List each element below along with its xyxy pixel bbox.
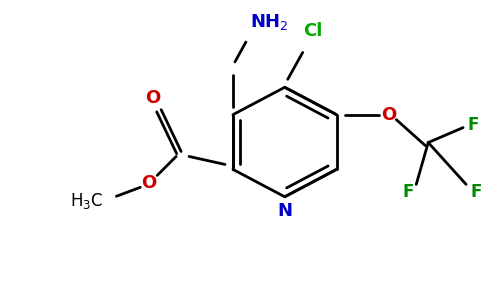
Text: H$_3$C: H$_3$C <box>70 191 103 211</box>
Text: F: F <box>403 183 414 201</box>
Text: O: O <box>142 174 157 192</box>
Text: O: O <box>381 106 396 124</box>
Text: O: O <box>146 89 161 107</box>
Text: NH$_2$: NH$_2$ <box>250 12 288 32</box>
Text: N: N <box>277 202 292 220</box>
Text: F: F <box>468 116 479 134</box>
Text: Cl: Cl <box>303 22 322 40</box>
Text: F: F <box>470 183 482 201</box>
